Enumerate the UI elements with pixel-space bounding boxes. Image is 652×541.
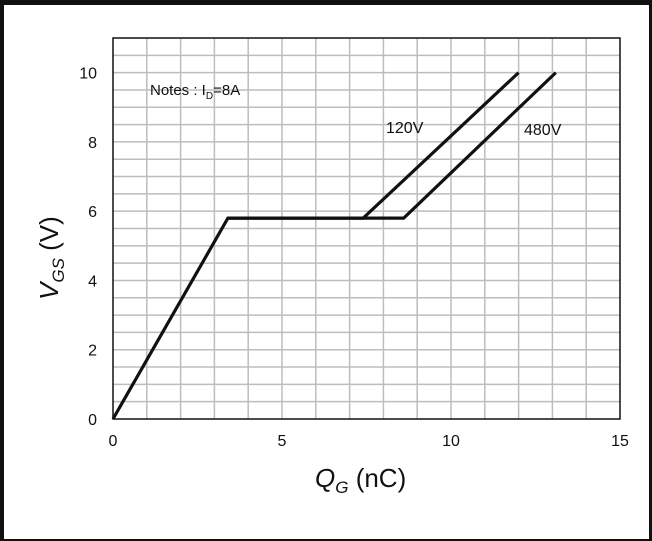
x-axis-title-base: Q: [315, 463, 335, 493]
y-tick-label: 4: [88, 273, 97, 290]
x-axis-title-unit: (nC): [348, 463, 406, 493]
y-axis-title: VGS (V): [34, 216, 68, 300]
note-prefix: Notes : I: [150, 82, 206, 99]
x-tick-label: 10: [442, 433, 460, 450]
note-suffix: =8A: [213, 82, 240, 99]
x-axis-title: QG (nC): [315, 463, 406, 497]
x-tick-label: 15: [611, 433, 629, 450]
y-tick-label: 0: [88, 412, 97, 429]
y-axis-title-unit: (V): [34, 216, 64, 258]
y-tick-label: 8: [88, 135, 97, 152]
series-line-480v: [227, 71, 557, 220]
y-axis-title-sub: GS: [49, 257, 68, 282]
y-tick-label: 2: [88, 343, 97, 360]
series-label-120v: 120V: [386, 120, 424, 137]
series-lines: [111, 71, 557, 420]
series-label-480v: 480V: [524, 122, 562, 139]
y-axis-title-base: V: [34, 280, 64, 300]
x-tick-label: 5: [278, 433, 287, 450]
note-subscript: D: [206, 91, 213, 102]
y-tick-label: 10: [79, 66, 97, 83]
test-condition-note: Notes : ID=8A: [150, 82, 240, 102]
tick-labels: 0 5 10 15 0 2 4 6 8 10: [79, 66, 629, 450]
x-tick-label: 0: [109, 433, 118, 450]
x-axis-title-sub: G: [335, 478, 348, 497]
plot-border: [112, 37, 621, 420]
y-tick-label: 6: [88, 204, 97, 221]
grid: [113, 38, 620, 419]
